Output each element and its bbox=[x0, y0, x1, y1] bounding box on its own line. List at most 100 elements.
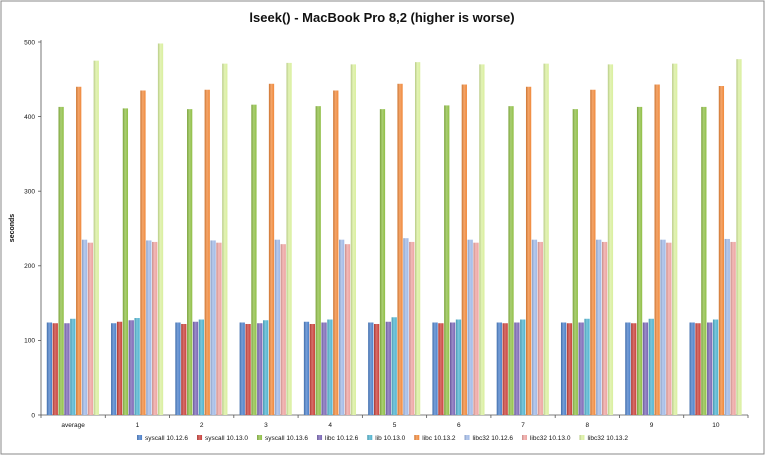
bar bbox=[81, 239, 88, 415]
bar bbox=[566, 323, 573, 415]
bar bbox=[315, 106, 321, 415]
legend-label: lib 10.13.0 bbox=[375, 435, 405, 442]
bar bbox=[245, 323, 251, 415]
bar bbox=[654, 84, 660, 415]
bar bbox=[514, 322, 520, 415]
x-tick-label: 5 bbox=[393, 422, 397, 429]
bar bbox=[403, 238, 409, 415]
plot-area: 0 100 200 300 400 500 average 1 2 3 4 5 6 7 8 9 10 bbox=[24, 39, 749, 429]
bar bbox=[122, 108, 129, 416]
bar bbox=[111, 323, 117, 415]
legend-label: libc 10.13.2 bbox=[422, 435, 456, 442]
bar bbox=[444, 105, 450, 415]
legend-swatch bbox=[197, 435, 203, 440]
bar bbox=[607, 64, 614, 415]
bar bbox=[601, 241, 608, 415]
bar bbox=[210, 240, 216, 415]
legend-label: libc 10.12.6 bbox=[325, 435, 359, 442]
bar bbox=[350, 64, 356, 415]
legend-swatch bbox=[521, 435, 527, 440]
bar bbox=[52, 323, 58, 415]
bar bbox=[666, 242, 672, 415]
bar bbox=[642, 322, 649, 415]
bar bbox=[268, 83, 275, 415]
bar bbox=[192, 321, 199, 415]
y-tick-label: 500 bbox=[24, 39, 35, 46]
legend-swatch bbox=[257, 435, 263, 440]
bar bbox=[455, 319, 462, 415]
legend-label: syscall 10.13.0 bbox=[205, 435, 248, 442]
legend-swatch bbox=[579, 435, 585, 440]
x-tick-label: 6 bbox=[457, 422, 461, 429]
x-tick-label: average bbox=[61, 422, 85, 429]
y-tick-label: 400 bbox=[24, 114, 35, 121]
legend-swatch bbox=[317, 435, 323, 440]
bar bbox=[344, 244, 351, 415]
bar bbox=[239, 322, 245, 415]
bar bbox=[695, 323, 701, 415]
bar bbox=[70, 318, 76, 415]
bar bbox=[222, 63, 228, 415]
bar bbox=[385, 321, 391, 415]
bar bbox=[596, 239, 602, 415]
bar bbox=[280, 244, 286, 415]
bar bbox=[146, 240, 152, 415]
legend-swatch bbox=[464, 435, 470, 440]
legend: syscall 10.12.6 syscall 10.13.0 syscall 10… bbox=[137, 435, 628, 442]
y-tick-label: 300 bbox=[24, 189, 35, 196]
bar bbox=[449, 322, 456, 415]
x-tick-label: 1 bbox=[136, 422, 140, 429]
bar bbox=[648, 318, 654, 415]
bar bbox=[257, 323, 263, 415]
bar bbox=[560, 322, 567, 415]
y-tick-label: 0 bbox=[31, 412, 35, 419]
bar bbox=[473, 242, 479, 415]
legend-label: libc32 10.12.6 bbox=[473, 435, 514, 442]
x-tick-label: 7 bbox=[521, 422, 525, 429]
legend-label: syscall 10.12.6 bbox=[145, 435, 188, 442]
bar bbox=[116, 321, 123, 415]
legend-label: libc32 10.13.2 bbox=[587, 435, 628, 442]
bar bbox=[339, 239, 345, 415]
bar bbox=[520, 319, 526, 415]
bar bbox=[187, 109, 193, 415]
bar bbox=[333, 90, 339, 416]
x-tick-label: 4 bbox=[328, 422, 332, 429]
bar bbox=[58, 106, 64, 415]
y-tick-label: 200 bbox=[24, 263, 35, 270]
bar bbox=[181, 323, 187, 415]
bar bbox=[701, 106, 707, 415]
bar bbox=[198, 319, 205, 415]
bar bbox=[321, 322, 327, 415]
bar bbox=[724, 238, 730, 415]
bar bbox=[140, 90, 146, 416]
bar bbox=[631, 323, 637, 415]
bar bbox=[374, 323, 380, 415]
bar bbox=[636, 106, 643, 415]
bar bbox=[327, 319, 333, 415]
bar bbox=[508, 106, 514, 415]
bar bbox=[496, 322, 502, 415]
x-tick-label: 10 bbox=[712, 422, 720, 429]
bar bbox=[712, 319, 719, 415]
bar bbox=[689, 322, 695, 415]
bar bbox=[625, 322, 631, 415]
legend-swatch bbox=[367, 435, 373, 440]
bar bbox=[409, 241, 415, 415]
bar bbox=[531, 239, 538, 415]
bar bbox=[660, 239, 666, 415]
bar bbox=[175, 322, 181, 415]
bar bbox=[479, 64, 485, 415]
bar bbox=[286, 62, 292, 415]
bar bbox=[572, 109, 578, 415]
legend-label: syscall 10.13.6 bbox=[265, 435, 308, 442]
bar bbox=[584, 318, 590, 415]
bar bbox=[414, 62, 421, 415]
bar bbox=[736, 59, 742, 416]
bar bbox=[216, 242, 222, 415]
bar bbox=[303, 321, 310, 415]
bar bbox=[274, 239, 280, 415]
x-tick-label: 2 bbox=[200, 422, 204, 429]
